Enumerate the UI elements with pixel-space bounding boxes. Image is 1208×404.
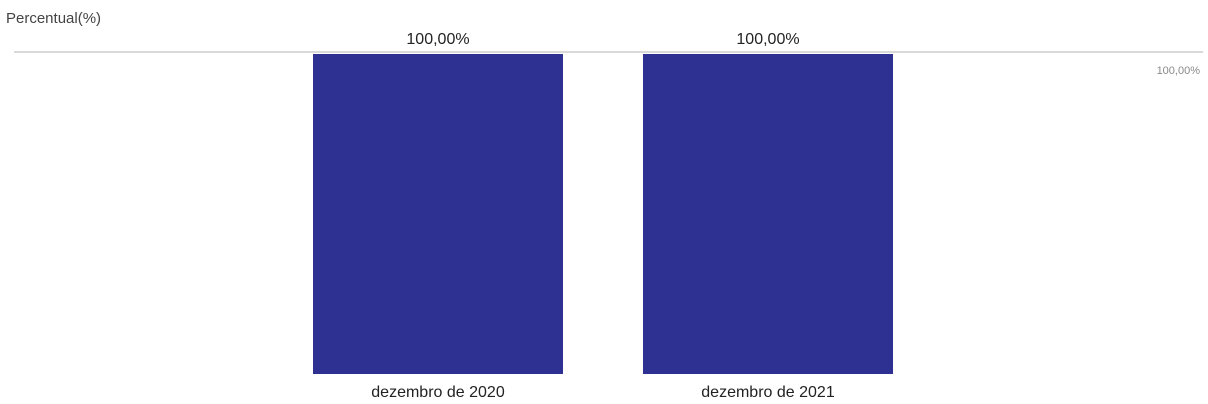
y-axis-label: Percentual(%) <box>6 10 101 27</box>
data-label-2: 100,00% <box>736 31 799 48</box>
bar-1[interactable] <box>313 54 563 374</box>
category-label-2: dezembro de 2021 <box>701 384 835 401</box>
data-label-1: 100,00% <box>406 31 469 48</box>
reference-line-label: 100,00% <box>1157 65 1201 77</box>
data-labels-group: 100,00% 100,00% <box>406 31 799 48</box>
bars-group <box>313 54 893 374</box>
bar-2[interactable] <box>643 54 893 374</box>
category-labels-group: dezembro de 2020 dezembro de 2021 <box>371 384 835 401</box>
category-label-1: dezembro de 2020 <box>371 384 505 401</box>
